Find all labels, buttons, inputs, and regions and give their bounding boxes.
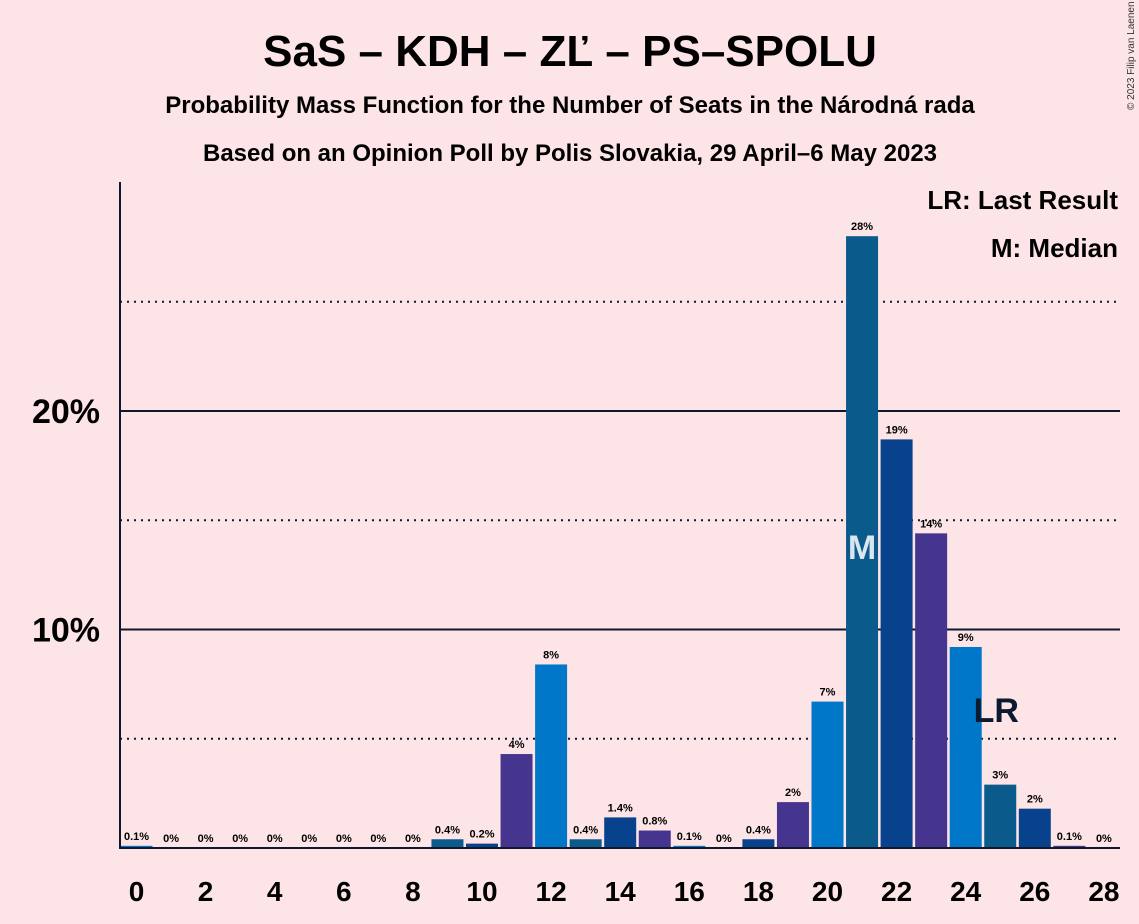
median-marker: M bbox=[848, 529, 876, 567]
chart-subtitle-2: Based on an Opinion Poll by Polis Slovak… bbox=[203, 140, 937, 167]
bar-value-label: 0.4% bbox=[573, 824, 598, 836]
bar-value-label: 0% bbox=[232, 833, 248, 845]
bar-value-label: 0% bbox=[1096, 833, 1112, 845]
bar-value-label: 0% bbox=[370, 833, 386, 845]
bar-seat-14 bbox=[604, 817, 637, 848]
bar-seat-21 bbox=[846, 236, 879, 848]
bar-value-label: 0.4% bbox=[435, 824, 460, 836]
bar-value-label: 3% bbox=[992, 770, 1008, 782]
x-tick-label: 12 bbox=[536, 876, 567, 907]
bar-seat-24 bbox=[949, 646, 982, 848]
bar-value-label: 8% bbox=[543, 649, 559, 661]
bar-value-label: 0% bbox=[163, 833, 179, 845]
bar-value-label: 0.4% bbox=[746, 824, 771, 836]
bar-value-label: 0.1% bbox=[1057, 831, 1082, 843]
chart-title: SaS – KDH – ZĽ – PS–SPOLU bbox=[263, 27, 877, 76]
bar-value-label: 19% bbox=[886, 424, 908, 436]
bar-seat-9 bbox=[431, 839, 464, 848]
x-tick-label: 20 bbox=[812, 876, 843, 907]
bar-seat-15 bbox=[638, 830, 671, 848]
bar-seat-10 bbox=[466, 843, 498, 848]
x-tick-label: 28 bbox=[1088, 876, 1119, 907]
bar-value-label: 0.1% bbox=[677, 831, 702, 843]
last-result-marker: LR bbox=[974, 692, 1019, 730]
x-tick-label: 8 bbox=[405, 876, 421, 907]
x-tick-label: 10 bbox=[466, 876, 497, 907]
bar-value-label: 2% bbox=[1027, 794, 1043, 806]
bar-value-label: 7% bbox=[820, 687, 836, 699]
bar-seat-25 bbox=[984, 784, 1017, 848]
bar-value-label: 1.4% bbox=[608, 802, 633, 814]
x-tick-label: 18 bbox=[743, 876, 774, 907]
bar-value-label: 4% bbox=[509, 739, 525, 751]
bar-value-label: 0.2% bbox=[469, 829, 494, 841]
bar-value-label: 0.8% bbox=[642, 816, 667, 828]
x-tick-label: 26 bbox=[1019, 876, 1050, 907]
bar-value-label: 28% bbox=[851, 221, 873, 233]
x-tick-label: 2 bbox=[198, 876, 214, 907]
x-tick-label: 4 bbox=[267, 876, 283, 907]
x-tick-label: 16 bbox=[674, 876, 705, 907]
x-tick-label: 22 bbox=[881, 876, 912, 907]
bar-value-label: 0% bbox=[198, 833, 214, 845]
bar-labels: 0.1% 0% 0% 0% 0% 0% 0% 0% 0% 0.4% 0.2% 4% 8% 0.4% 1.4%… bbox=[124, 221, 1112, 845]
chart-subtitle-1: Probability Mass Function for the Number… bbox=[165, 92, 975, 119]
y-tick-labels: 10% 20% bbox=[32, 393, 100, 650]
bar-seat-26 bbox=[1018, 808, 1051, 848]
bar-value-label: 0.1% bbox=[124, 831, 149, 843]
bar-seat-12 bbox=[535, 664, 568, 848]
bar-value-label: 2% bbox=[785, 787, 801, 799]
bar-seat-22 bbox=[880, 439, 913, 848]
bar-value-label: 9% bbox=[958, 632, 974, 644]
bar-seat-23 bbox=[915, 533, 948, 848]
bar-seat-18 bbox=[742, 839, 775, 848]
bar-seat-19 bbox=[776, 802, 809, 848]
legend-median: M: Median bbox=[991, 233, 1118, 263]
y-tick-label: 20% bbox=[32, 393, 100, 431]
x-tick-labels: 0 2 4 6 8 10 12 14 16 18 20 22 24 26 28 bbox=[129, 876, 1120, 907]
bar-value-label: 0% bbox=[336, 833, 352, 845]
bar-value-label: 0% bbox=[301, 833, 317, 845]
x-tick-label: 0 bbox=[129, 876, 145, 907]
bars bbox=[120, 236, 1086, 848]
x-tick-label: 24 bbox=[950, 876, 982, 907]
bar-value-label: 0% bbox=[405, 833, 421, 845]
bar-seat-11 bbox=[500, 754, 533, 848]
bar-value-label: 0% bbox=[267, 833, 283, 845]
copyright-notice: © 2023 Filip van Laenen bbox=[1126, 1, 1137, 110]
legend-last-result: LR: Last Result bbox=[927, 185, 1118, 215]
x-tick-label: 6 bbox=[336, 876, 352, 907]
bar-seat-13 bbox=[569, 839, 602, 848]
bar-value-label: 0% bbox=[716, 833, 732, 845]
bar-value-label: 14% bbox=[920, 518, 942, 530]
y-tick-label: 10% bbox=[32, 612, 100, 650]
bar-seat-20 bbox=[811, 701, 844, 848]
bar-seat-0 bbox=[120, 845, 153, 848]
bar-seat-16 bbox=[673, 845, 706, 848]
x-tick-label: 14 bbox=[605, 876, 637, 907]
bar-seat-27 bbox=[1053, 845, 1086, 848]
